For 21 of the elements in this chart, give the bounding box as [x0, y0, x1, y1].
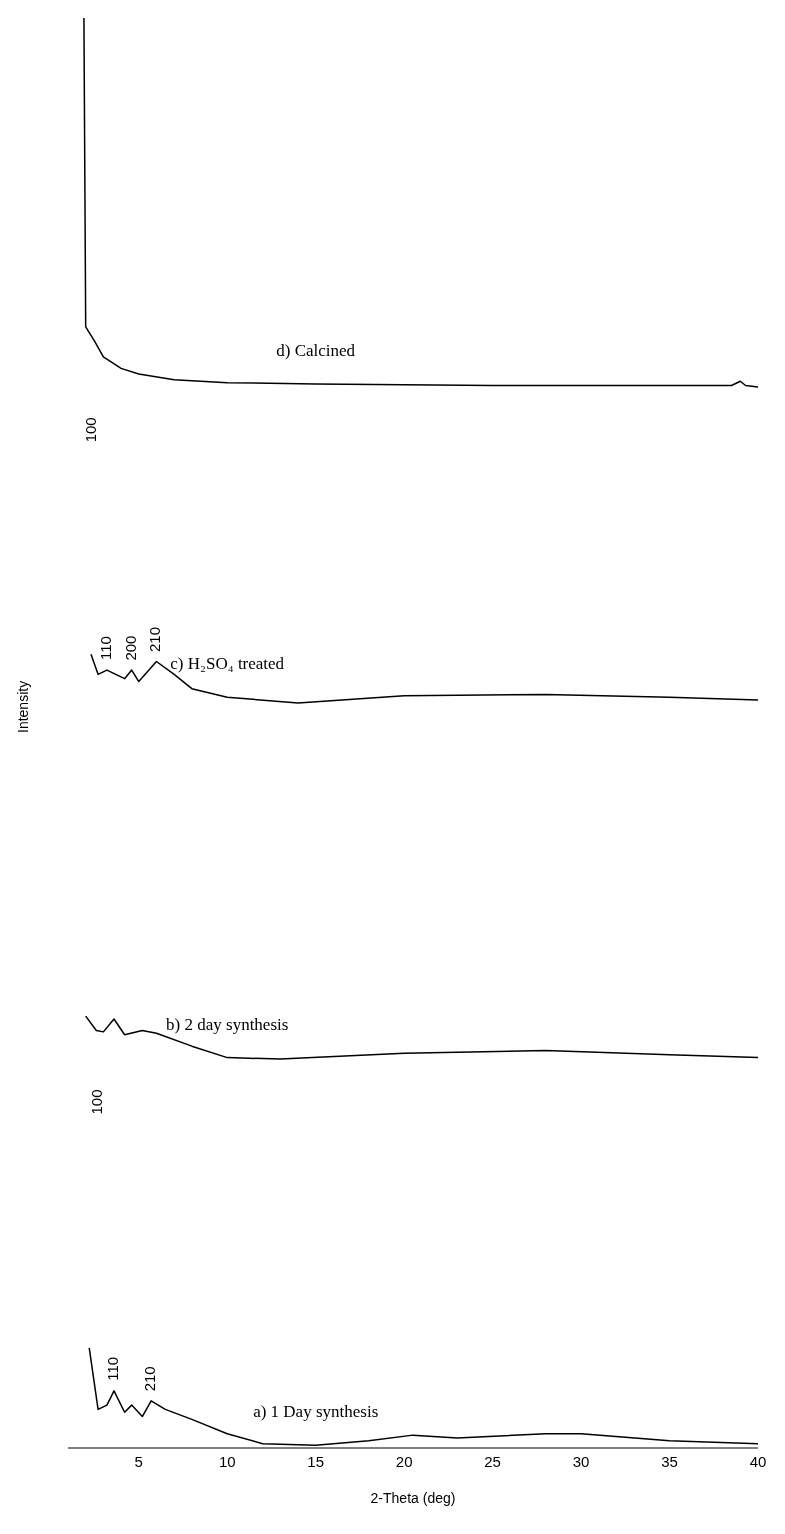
annotation: 110: [103, 1356, 121, 1381]
x-tick-label: 30: [572, 1452, 590, 1470]
x-tick-label: 40: [749, 1452, 767, 1470]
x-tick-label: 25: [484, 1452, 501, 1470]
x-tick-label: 5: [134, 1452, 143, 1470]
y-axis-title: Intensity: [14, 680, 31, 733]
series-label: c) H₂SO₄ treated: [170, 654, 285, 674]
x-tick-label: 15: [307, 1452, 325, 1470]
series-label: a) 1 Day synthesis: [253, 1402, 379, 1422]
x-tick-label: 10: [218, 1452, 236, 1470]
series-label: d) Calcined: [276, 341, 356, 361]
annotation: 110: [96, 636, 114, 661]
x-tick-label: 20: [395, 1452, 413, 1470]
annotation: 210: [141, 1366, 159, 1392]
annotation: 100: [88, 1089, 106, 1115]
annotation: 210: [146, 626, 164, 653]
series-label: b) 2 day synthesis: [166, 1014, 289, 1034]
annotation: 100: [81, 417, 99, 443]
x-tick-label: 35: [661, 1452, 678, 1470]
annotation: 200: [121, 635, 139, 661]
x-axis-title: 2-Theta (deg): [370, 1490, 456, 1506]
